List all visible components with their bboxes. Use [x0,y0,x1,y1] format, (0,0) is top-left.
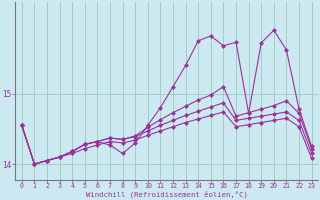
X-axis label: Windchill (Refroidissement éolien,°C): Windchill (Refroidissement éolien,°C) [86,190,248,198]
